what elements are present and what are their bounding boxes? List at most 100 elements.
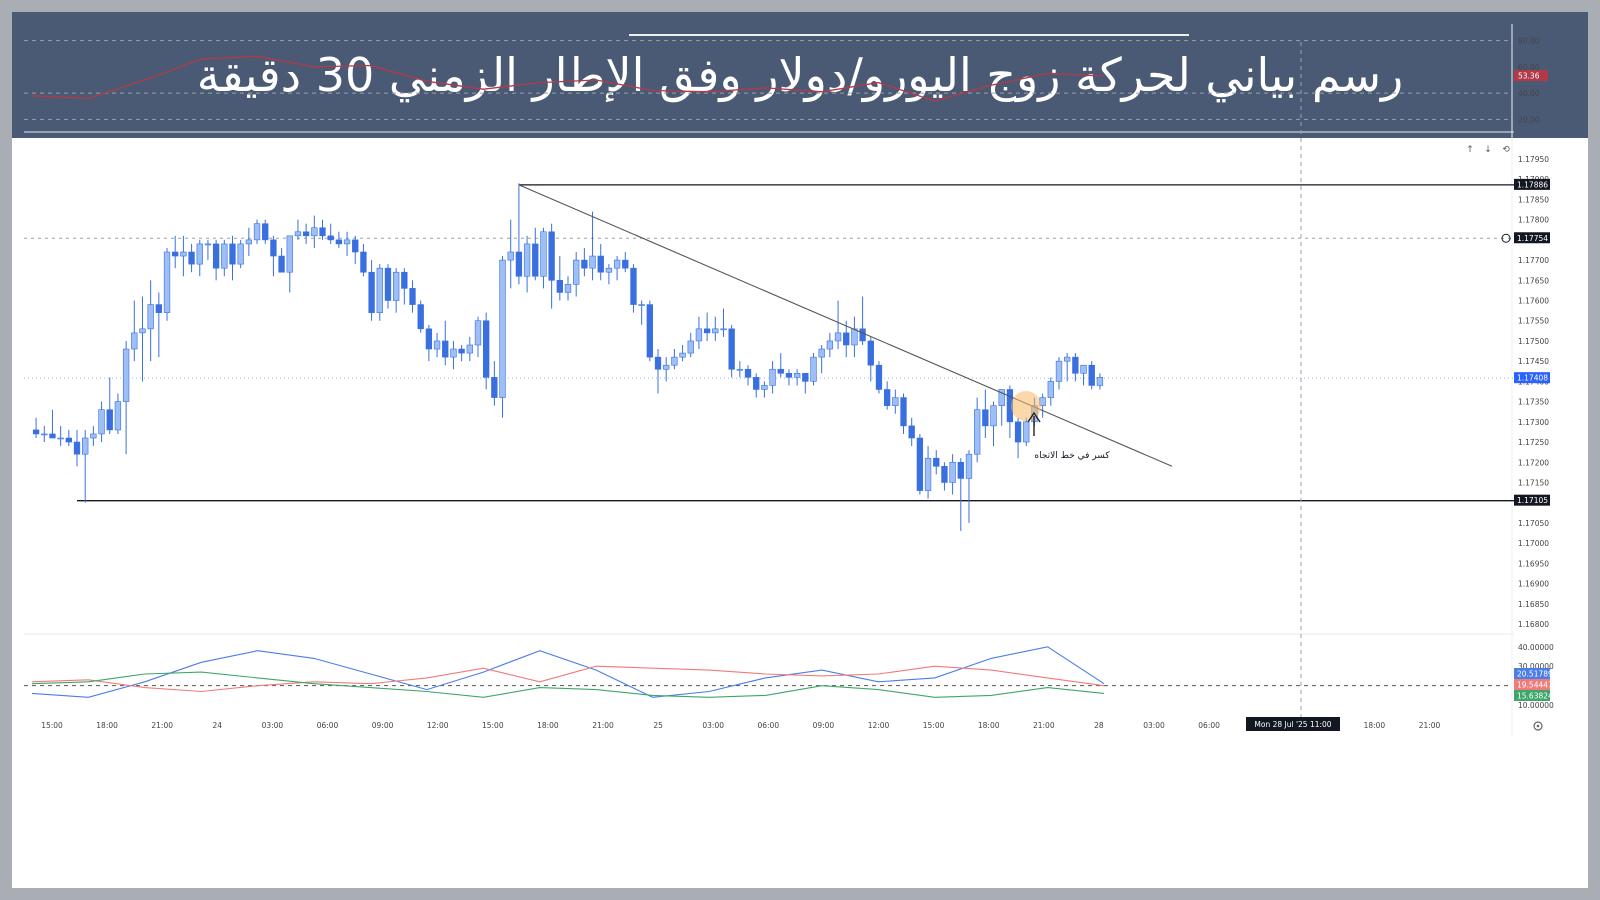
candle-body: [335, 239, 343, 245]
candle-body: [1047, 381, 1054, 398]
candle-body: [810, 356, 817, 382]
candle-body: [392, 271, 400, 301]
candle-body: [679, 352, 686, 358]
candle-body: [965, 453, 973, 479]
candle-body: [793, 373, 801, 378]
settings-gear-center: [1536, 724, 1540, 728]
time-tick-label: 03:00: [1143, 721, 1165, 730]
candle-body: [883, 389, 891, 406]
candle-body: [622, 259, 629, 269]
time-tick-label: 18:00: [1364, 721, 1386, 730]
candle-body: [507, 251, 514, 261]
candle-body: [474, 320, 482, 346]
adx-series-line: [31, 665, 1105, 693]
candle-body: [65, 437, 72, 443]
price-tick-label: 1.17950: [1518, 155, 1549, 164]
slide-frame: رسم بياني لحركة زوج اليورو/دولار وفق الإ…: [12, 12, 1588, 888]
adx-panel: 40.00000 30.00000 10.00000 20.51789 19.54447…: [24, 643, 1554, 710]
candle-body: [834, 332, 842, 342]
scale-up-icon[interactable]: ↑: [1466, 145, 1474, 155]
price-tick-label: 1.17250: [1518, 438, 1549, 447]
price-tag: [1514, 494, 1550, 506]
candle-body: [1080, 364, 1087, 374]
candle-body: [425, 328, 433, 350]
candle-body: [343, 239, 351, 245]
crosshair-time-label: Mon 28 Jul '25 11:00: [1254, 720, 1331, 729]
price-tag-label: 1.17105: [1517, 496, 1548, 505]
candle-body: [139, 328, 146, 334]
reset-scale-icon[interactable]: ⟲: [1502, 145, 1510, 155]
candle-body: [401, 271, 408, 289]
price-tick-label: 1.17600: [1518, 297, 1549, 306]
adx-value-tag: [1514, 679, 1550, 690]
candle-body: [712, 328, 719, 334]
candle-body: [556, 280, 563, 293]
time-tick-label: 18:00: [978, 721, 1000, 730]
price-tag-label: 1.17754: [1517, 234, 1548, 243]
candle-body: [221, 243, 228, 269]
candle-body: [532, 243, 539, 277]
candle-body: [769, 368, 776, 386]
time-tick-label: 15:00: [923, 721, 945, 730]
candle-body: [155, 304, 163, 313]
time-tick-label: 21:00: [1033, 721, 1055, 730]
price-tick-label: 1.17200: [1518, 458, 1549, 467]
trendline-break-annotation: كسر في خط الاتجاه: [1034, 451, 1110, 461]
price-tag-label: 1.17886: [1517, 180, 1548, 189]
rsi-line: [31, 55, 1105, 102]
candle-body: [114, 401, 122, 431]
candle-body: [777, 368, 784, 374]
candle-body: [548, 231, 555, 281]
candle-body: [581, 259, 588, 269]
candle-body: [892, 397, 899, 406]
candle-body: [1064, 356, 1071, 362]
scale-down-icon[interactable]: ↓: [1484, 145, 1492, 155]
alert-clock-icon: [1501, 233, 1511, 243]
candle-body: [630, 267, 637, 305]
candle-body: [73, 441, 81, 455]
time-tick-label: 09:00: [813, 721, 835, 730]
candle-body: [687, 340, 694, 354]
candle-body: [613, 259, 621, 269]
price-tick-label: 1.17500: [1518, 337, 1549, 346]
candle-body: [196, 243, 203, 265]
time-tick-label: 15:00: [482, 721, 504, 730]
price-tick-label: 1.17000: [1518, 539, 1549, 548]
candle-body: [483, 320, 490, 378]
candle-body: [515, 251, 523, 277]
rsi-tick-label: 40.00: [1518, 89, 1540, 98]
candle-body: [573, 259, 580, 285]
candle-body: [163, 251, 171, 313]
candle-body: [564, 284, 572, 293]
candle-body: [859, 328, 866, 342]
candle-body: [663, 364, 670, 370]
candle-body: [49, 433, 56, 439]
candle-body: [540, 231, 547, 277]
candle-body: [417, 304, 424, 330]
adx-value-tag: [1514, 668, 1550, 679]
time-tick-label: 21:00: [1419, 721, 1441, 730]
candle-body: [270, 239, 277, 257]
candle-body: [180, 251, 187, 257]
candle-body: [442, 340, 449, 358]
price-tick-label: 1.17300: [1518, 418, 1549, 427]
time-tick-label: 28: [1094, 721, 1104, 730]
candle-body: [589, 255, 596, 269]
candle-body: [131, 332, 138, 350]
candle-body: [147, 304, 154, 330]
time-tick-label: 09:00: [372, 721, 394, 730]
candle-body: [262, 223, 269, 241]
adx-tick-label: 40.00000: [1518, 643, 1554, 652]
time-tick-label: 21:00: [151, 721, 173, 730]
candle-body: [278, 255, 285, 273]
candle-body: [1096, 377, 1104, 386]
candle-body: [826, 340, 834, 350]
candle-body: [998, 389, 1005, 406]
candle-body: [302, 231, 310, 237]
breakout-arrow-icon: [1027, 411, 1041, 423]
price-tick-label: 1.16800: [1518, 620, 1549, 629]
settings-gear-icon[interactable]: [1533, 721, 1543, 731]
time-tick-label: 12:00: [427, 721, 449, 730]
candle-body: [990, 405, 997, 427]
